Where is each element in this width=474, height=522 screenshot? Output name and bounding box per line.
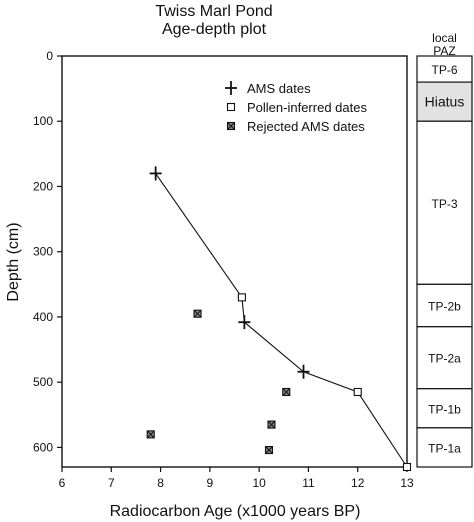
paz-zone-1 <box>416 81 473 122</box>
paz-zone-label-4: TP-2a <box>428 352 461 366</box>
y-tick-label: 600 <box>33 440 53 454</box>
y-tick-label: 0 <box>46 49 53 63</box>
paz-zone-6 <box>416 427 473 468</box>
y-axis-label: Depth (cm) <box>5 222 22 301</box>
point-plus-0 <box>149 166 162 181</box>
x-tick-label: 9 <box>207 476 214 490</box>
age-depth-line <box>155 173 408 468</box>
paz-zone-3 <box>416 283 473 328</box>
point-crossed-square-3 <box>146 430 155 439</box>
x-tick-label: 6 <box>59 476 66 490</box>
y-tick-label: 300 <box>33 245 53 259</box>
paz-header-line1: local <box>432 31 457 45</box>
point-crossed-square-4 <box>264 445 274 455</box>
paz-zone-label-1: Hiatus <box>425 94 465 110</box>
plot-frame <box>61 55 408 468</box>
y-tick-label: 500 <box>33 375 53 389</box>
x-tick-label: 12 <box>351 476 365 490</box>
y-tick-label: 200 <box>33 179 53 193</box>
paz-zone-label-6: TP-1a <box>428 441 461 455</box>
point-plus-2 <box>297 364 310 379</box>
cross-b <box>282 388 291 396</box>
point-crossed-square-2 <box>267 420 276 429</box>
paz-zone-label-0: TP-6 <box>431 63 457 77</box>
x-tick-label: 11 <box>302 476 315 490</box>
square <box>237 293 246 302</box>
point-crossed-square-1 <box>282 387 291 397</box>
paz-zone-label-2: TP-3 <box>431 197 457 211</box>
legend-label-0: AMS dates <box>247 81 311 96</box>
square <box>353 387 362 397</box>
paz-zone-label-5: TP-1b <box>428 402 461 416</box>
legend-label-2: Rejected AMS dates <box>247 119 365 134</box>
cross-b <box>193 309 202 318</box>
plot-area: 6 7 8 9 10 11 12 13 0 100 200 300 400 500 600 AMS dates… <box>33 49 414 490</box>
paz-zone-0 <box>416 55 473 83</box>
point-crossed-square-0 <box>193 309 202 318</box>
paz-header-line2: PAZ <box>433 44 455 58</box>
x-tick-label: 13 <box>400 476 414 490</box>
y-tick-label: 400 <box>33 310 53 324</box>
y-tick-label: 100 <box>33 114 53 128</box>
legend-label-1: Pollen-inferred dates <box>247 100 367 115</box>
square <box>402 462 412 472</box>
point-plus-1 <box>238 315 251 330</box>
cross-b <box>267 420 276 429</box>
chart-title: Twiss Marl Pond <box>155 3 272 20</box>
cross-b <box>265 446 273 454</box>
point-open-square-2 <box>402 462 412 472</box>
paz-zone-label-3: TP-2b <box>428 300 461 314</box>
square <box>226 102 236 112</box>
x-tick-label: 10 <box>252 476 266 490</box>
legend-marker-crossed-square <box>226 121 236 131</box>
cross-b <box>227 122 235 130</box>
point-open-square-1 <box>353 387 362 397</box>
x-axis-label: Radiocarbon Age (x1000 years BP) <box>110 503 361 520</box>
x-tick-label: 8 <box>157 476 164 490</box>
cross-b <box>146 430 155 439</box>
chart-subtitle: Age-depth plot <box>162 21 267 38</box>
legend-marker-plus <box>225 81 237 95</box>
point-open-square-0 <box>237 293 246 302</box>
paz-zone-2 <box>416 120 473 285</box>
legend-marker-open-square <box>226 102 236 112</box>
x-tick-label: 7 <box>108 476 115 490</box>
